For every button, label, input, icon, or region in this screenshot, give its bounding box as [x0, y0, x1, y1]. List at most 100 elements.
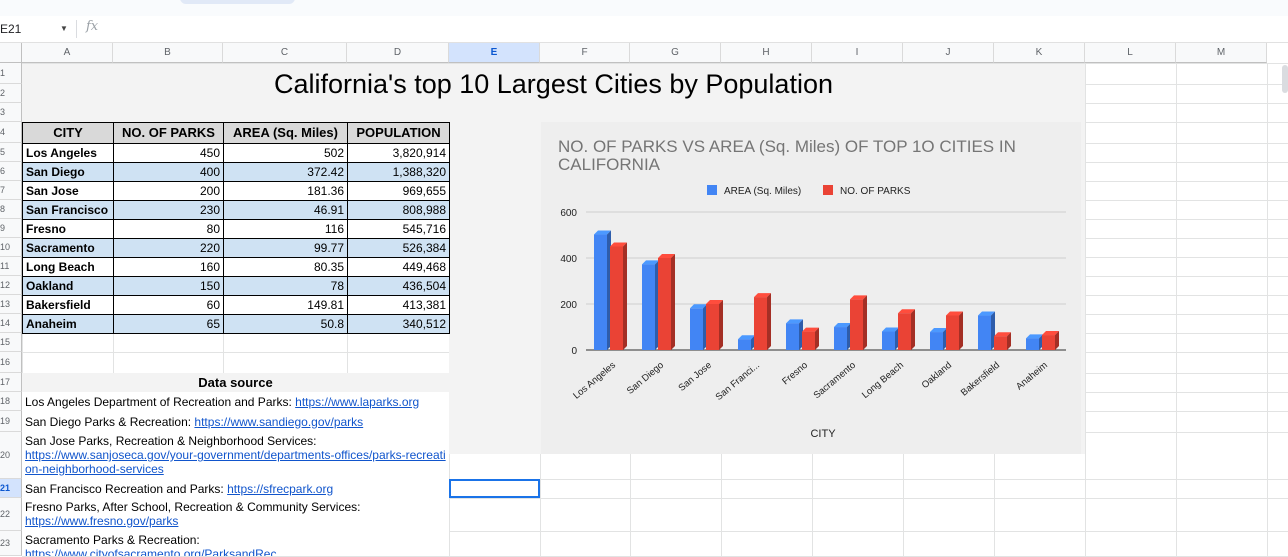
- column-header[interactable]: G: [630, 43, 721, 63]
- table-cell[interactable]: San Diego: [22, 162, 114, 182]
- table-cell[interactable]: 449,468: [347, 257, 450, 277]
- column-header[interactable]: C: [223, 43, 347, 63]
- column-header[interactable]: F: [540, 43, 630, 63]
- row-number: 14: [0, 318, 11, 328]
- row-header[interactable]: 6: [0, 162, 22, 181]
- column-header[interactable]: L: [1085, 43, 1176, 63]
- table-cell[interactable]: 808,988: [347, 200, 450, 220]
- row-header[interactable]: 21: [0, 479, 22, 498]
- table-cell[interactable]: 65: [113, 314, 224, 334]
- table-cell[interactable]: 200: [113, 181, 224, 201]
- table-cell[interactable]: 80: [113, 219, 224, 239]
- row-header[interactable]: 11: [0, 257, 22, 276]
- table-cell[interactable]: 3,820,914: [347, 143, 450, 163]
- column-header[interactable]: I: [812, 43, 903, 63]
- data-source-cell[interactable]: San Francisco Recreation and Parks: http…: [22, 479, 449, 498]
- table-cell[interactable]: 372.42: [223, 162, 348, 182]
- table-cell[interactable]: 1,388,320: [347, 162, 450, 182]
- source-link[interactable]: https://sfrecpark.org: [227, 481, 334, 496]
- column-header[interactable]: A: [22, 43, 113, 63]
- row-header[interactable]: 19: [0, 411, 22, 432]
- table-cell[interactable]: 150: [113, 276, 224, 296]
- table-cell[interactable]: 80.35: [223, 257, 348, 277]
- row-header[interactable]: 22: [0, 498, 22, 531]
- row-header[interactable]: 10: [0, 238, 22, 257]
- row-header[interactable]: 8: [0, 200, 22, 219]
- bar-top: [850, 295, 867, 300]
- table-cell[interactable]: Los Angeles: [22, 143, 114, 163]
- table-cell[interactable]: 545,716: [347, 219, 450, 239]
- row-header[interactable]: 7: [0, 181, 22, 200]
- row-header[interactable]: 15: [0, 333, 22, 352]
- data-source-cell[interactable]: San Diego Parks & Recreation: https://ww…: [22, 411, 449, 432]
- table-cell[interactable]: Sacramento: [22, 238, 114, 258]
- row-header[interactable]: 17: [0, 373, 22, 392]
- bar: [898, 313, 911, 350]
- select-all-corner[interactable]: [0, 43, 22, 63]
- chevron-down-icon[interactable]: ▼: [60, 24, 68, 33]
- table-cell[interactable]: San Francisco: [22, 200, 114, 220]
- table-cell[interactable]: 400: [113, 162, 224, 182]
- table-cell[interactable]: 46.91: [223, 200, 348, 220]
- table-cell[interactable]: 340,512: [347, 314, 450, 334]
- table-cell[interactable]: 116: [223, 219, 348, 239]
- table-cell[interactable]: Long Beach: [22, 257, 114, 277]
- row-header[interactable]: 12: [0, 276, 22, 295]
- table-cell[interactable]: Anaheim: [22, 314, 114, 334]
- table-cell[interactable]: 526,384: [347, 238, 450, 258]
- table-cell[interactable]: 160: [113, 257, 224, 277]
- table-cell[interactable]: Oakland: [22, 276, 114, 296]
- selected-cell[interactable]: [449, 479, 540, 498]
- column-header[interactable]: M: [1176, 43, 1267, 63]
- source-link[interactable]: https://www.cityofsacramento.org/Parksan…: [25, 547, 277, 556]
- row-header[interactable]: 2: [0, 84, 22, 103]
- table-cell[interactable]: 50.8: [223, 314, 348, 334]
- data-source-cell[interactable]: Fresno Parks, After School, Recreation &…: [22, 498, 449, 531]
- row-header[interactable]: 9: [0, 219, 22, 238]
- table-cell[interactable]: 502: [223, 143, 348, 163]
- column-header[interactable]: J: [903, 43, 994, 63]
- name-box[interactable]: E21 ▼: [0, 20, 70, 38]
- data-source-cell[interactable]: Los Angeles Department of Recreation and…: [22, 392, 449, 411]
- data-source-cell[interactable]: Sacramento Parks & Recreation: https://ww…: [22, 531, 449, 556]
- divider: [76, 20, 77, 38]
- table-cell[interactable]: 230: [113, 200, 224, 220]
- row-header[interactable]: 18: [0, 392, 22, 411]
- row-header[interactable]: 3: [0, 103, 22, 122]
- row-header[interactable]: 13: [0, 295, 22, 314]
- table-cell[interactable]: 60: [113, 295, 224, 315]
- column-header[interactable]: E: [449, 43, 540, 63]
- source-link[interactable]: https://www.fresno.gov/parks: [25, 514, 179, 528]
- table-cell[interactable]: Fresno: [22, 219, 114, 239]
- row-number: 15: [0, 337, 11, 347]
- table-cell[interactable]: San Jose: [22, 181, 114, 201]
- row-header[interactable]: 23: [0, 531, 22, 556]
- row-header[interactable]: 14: [0, 314, 22, 333]
- table-cell[interactable]: 149.81: [223, 295, 348, 315]
- column-header[interactable]: B: [113, 43, 223, 63]
- chart[interactable]: NO. OF PARKS VS AREA (Sq. Miles) OF TOP …: [541, 122, 1081, 454]
- table-cell[interactable]: 413,381: [347, 295, 450, 315]
- table-cell[interactable]: 220: [113, 238, 224, 258]
- table-cell[interactable]: 436,504: [347, 276, 450, 296]
- toolbar-pill[interactable]: [180, 0, 295, 4]
- column-header[interactable]: H: [721, 43, 812, 63]
- column-header[interactable]: D: [347, 43, 449, 63]
- source-link[interactable]: https://www.sandiego.gov/parks: [194, 414, 364, 429]
- table-cell[interactable]: 969,655: [347, 181, 450, 201]
- table-cell[interactable]: 78: [223, 276, 348, 296]
- row-header[interactable]: 16: [0, 352, 22, 373]
- table-cell[interactable]: 450: [113, 143, 224, 163]
- row-header[interactable]: 4: [0, 122, 22, 143]
- vertical-scrollbar[interactable]: [1282, 65, 1288, 93]
- table-cell[interactable]: Bakersfield: [22, 295, 114, 315]
- table-cell[interactable]: 99.77: [223, 238, 348, 258]
- column-header[interactable]: K: [994, 43, 1085, 63]
- row-header[interactable]: 1: [0, 63, 22, 84]
- data-source-cell[interactable]: San Jose Parks, Recreation & Neighborhoo…: [22, 432, 449, 479]
- row-header[interactable]: 20: [0, 432, 22, 479]
- source-link[interactable]: https://www.sanjoseca.gov/your-governmen…: [25, 448, 446, 476]
- source-link[interactable]: https://www.laparks.org: [295, 394, 420, 409]
- row-header[interactable]: 5: [0, 143, 22, 162]
- table-cell[interactable]: 181.36: [223, 181, 348, 201]
